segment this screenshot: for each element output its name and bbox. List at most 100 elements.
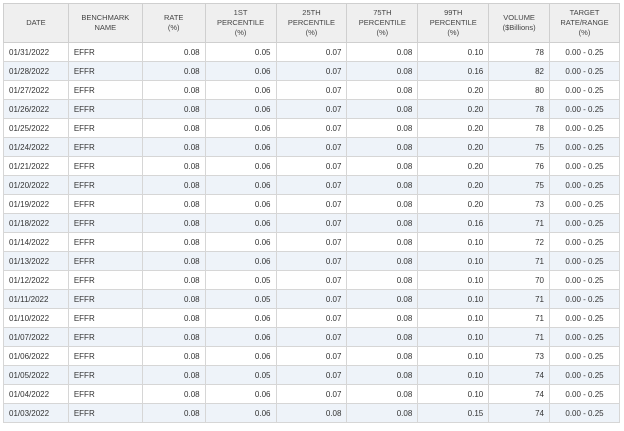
cell-target-rate-range: 0.00 - 0.25 — [549, 251, 620, 271]
cell-date: 01/06/2022 — [3, 346, 69, 366]
cell-date: 01/05/2022 — [3, 365, 69, 385]
table-row: 01/31/2022 EFFR 0.08 0.05 0.07 0.08 0.10 78 0.00… — [3, 42, 620, 62]
cell-benchmark-name: EFFR — [67, 251, 143, 271]
cell-25th-percentile: 0.07 — [275, 118, 348, 138]
rates-table: DATE BENCHMARK NAME RATE (%) 1ST PERCENTILE (%)… — [3, 3, 620, 423]
cell-75th-percentile: 0.08 — [346, 346, 419, 366]
cell-1st-percentile: 0.05 — [204, 289, 277, 309]
cell-volume: 73 — [488, 346, 550, 366]
rates-table-container: DATE BENCHMARK NAME RATE (%) 1ST PERCENTILE (%)… — [3, 3, 620, 423]
cell-volume: 71 — [488, 251, 550, 271]
cell-99th-percentile: 0.20 — [417, 175, 490, 195]
cell-benchmark-name: EFFR — [67, 384, 143, 404]
cell-target-rate-range: 0.00 - 0.25 — [549, 61, 620, 81]
table-row: 01/11/2022 EFFR 0.08 0.05 0.07 0.08 0.10 71 0.00… — [3, 289, 620, 309]
cell-benchmark-name: EFFR — [67, 270, 143, 290]
cell-1st-percentile: 0.06 — [204, 137, 277, 157]
cell-date: 01/18/2022 — [3, 213, 69, 233]
cell-75th-percentile: 0.08 — [346, 175, 419, 195]
cell-benchmark-name: EFFR — [67, 194, 143, 214]
header-rate: RATE (%) — [141, 3, 206, 43]
cell-25th-percentile: 0.07 — [275, 80, 348, 100]
cell-date: 01/31/2022 — [3, 42, 69, 62]
cell-benchmark-name: EFFR — [67, 156, 143, 176]
cell-rate: 0.08 — [141, 137, 206, 157]
cell-75th-percentile: 0.08 — [346, 80, 419, 100]
cell-75th-percentile: 0.08 — [346, 289, 419, 309]
cell-volume: 74 — [488, 384, 550, 404]
cell-volume: 80 — [488, 80, 550, 100]
table-row: 01/12/2022 EFFR 0.08 0.05 0.07 0.08 0.10 70 0.00… — [3, 270, 620, 290]
cell-date: 01/04/2022 — [3, 384, 69, 404]
cell-25th-percentile: 0.07 — [275, 308, 348, 328]
cell-25th-percentile: 0.07 — [275, 289, 348, 309]
cell-volume: 74 — [488, 365, 550, 385]
cell-volume: 73 — [488, 194, 550, 214]
cell-target-rate-range: 0.00 - 0.25 — [549, 308, 620, 328]
cell-date: 01/07/2022 — [3, 327, 69, 347]
cell-99th-percentile: 0.20 — [417, 80, 490, 100]
cell-25th-percentile: 0.07 — [275, 384, 348, 404]
cell-99th-percentile: 0.16 — [417, 213, 490, 233]
table-row: 01/27/2022 EFFR 0.08 0.06 0.07 0.08 0.20 80 0.00… — [3, 80, 620, 100]
table-row: 01/07/2022 EFFR 0.08 0.06 0.07 0.08 0.10 71 0.00… — [3, 327, 620, 347]
cell-volume: 75 — [488, 137, 550, 157]
cell-75th-percentile: 0.08 — [346, 327, 419, 347]
cell-target-rate-range: 0.00 - 0.25 — [549, 213, 620, 233]
cell-25th-percentile: 0.07 — [275, 232, 348, 252]
cell-25th-percentile: 0.07 — [275, 99, 348, 119]
table-row: 01/05/2022 EFFR 0.08 0.05 0.07 0.08 0.10 74 0.00… — [3, 365, 620, 385]
cell-volume: 75 — [488, 175, 550, 195]
cell-target-rate-range: 0.00 - 0.25 — [549, 99, 620, 119]
cell-rate: 0.08 — [141, 213, 206, 233]
table-row: 01/13/2022 EFFR 0.08 0.06 0.07 0.08 0.10 71 0.00… — [3, 251, 620, 271]
cell-rate: 0.08 — [141, 175, 206, 195]
cell-75th-percentile: 0.08 — [346, 118, 419, 138]
cell-date: 01/14/2022 — [3, 232, 69, 252]
cell-1st-percentile: 0.06 — [204, 327, 277, 347]
table-row: 01/24/2022 EFFR 0.08 0.06 0.07 0.08 0.20 75 0.00… — [3, 137, 620, 157]
cell-1st-percentile: 0.06 — [204, 175, 277, 195]
cell-volume: 72 — [488, 232, 550, 252]
cell-25th-percentile: 0.07 — [275, 270, 348, 290]
cell-99th-percentile: 0.15 — [417, 403, 490, 423]
cell-1st-percentile: 0.06 — [204, 99, 277, 119]
cell-benchmark-name: EFFR — [67, 327, 143, 347]
cell-25th-percentile: 0.07 — [275, 213, 348, 233]
cell-target-rate-range: 0.00 - 0.25 — [549, 327, 620, 347]
cell-75th-percentile: 0.08 — [346, 137, 419, 157]
header-target-rate-range: TARGET RATE/RANGE (%) — [549, 3, 620, 43]
cell-rate: 0.08 — [141, 403, 206, 423]
cell-date: 01/03/2022 — [3, 403, 69, 423]
cell-benchmark-name: EFFR — [67, 61, 143, 81]
cell-volume: 71 — [488, 327, 550, 347]
cell-rate: 0.08 — [141, 270, 206, 290]
cell-75th-percentile: 0.08 — [346, 194, 419, 214]
cell-99th-percentile: 0.10 — [417, 308, 490, 328]
table-row: 01/04/2022 EFFR 0.08 0.06 0.07 0.08 0.10 74 0.00… — [3, 384, 620, 404]
cell-75th-percentile: 0.08 — [346, 213, 419, 233]
cell-benchmark-name: EFFR — [67, 118, 143, 138]
cell-rate: 0.08 — [141, 308, 206, 328]
cell-99th-percentile: 0.10 — [417, 42, 490, 62]
cell-99th-percentile: 0.10 — [417, 384, 490, 404]
cell-volume: 78 — [488, 42, 550, 62]
cell-1st-percentile: 0.06 — [204, 80, 277, 100]
table-row: 01/18/2022 EFFR 0.08 0.06 0.07 0.08 0.16 71 0.00… — [3, 213, 620, 233]
cell-target-rate-range: 0.00 - 0.25 — [549, 42, 620, 62]
cell-benchmark-name: EFFR — [67, 80, 143, 100]
cell-1st-percentile: 0.06 — [204, 403, 277, 423]
cell-benchmark-name: EFFR — [67, 99, 143, 119]
cell-75th-percentile: 0.08 — [346, 156, 419, 176]
cell-benchmark-name: EFFR — [67, 42, 143, 62]
cell-benchmark-name: EFFR — [67, 232, 143, 252]
cell-target-rate-range: 0.00 - 0.25 — [549, 156, 620, 176]
cell-99th-percentile: 0.20 — [417, 99, 490, 119]
cell-99th-percentile: 0.10 — [417, 270, 490, 290]
cell-date: 01/27/2022 — [3, 80, 69, 100]
cell-25th-percentile: 0.07 — [275, 365, 348, 385]
cell-99th-percentile: 0.10 — [417, 327, 490, 347]
cell-99th-percentile: 0.16 — [417, 61, 490, 81]
cell-1st-percentile: 0.06 — [204, 232, 277, 252]
cell-1st-percentile: 0.06 — [204, 194, 277, 214]
